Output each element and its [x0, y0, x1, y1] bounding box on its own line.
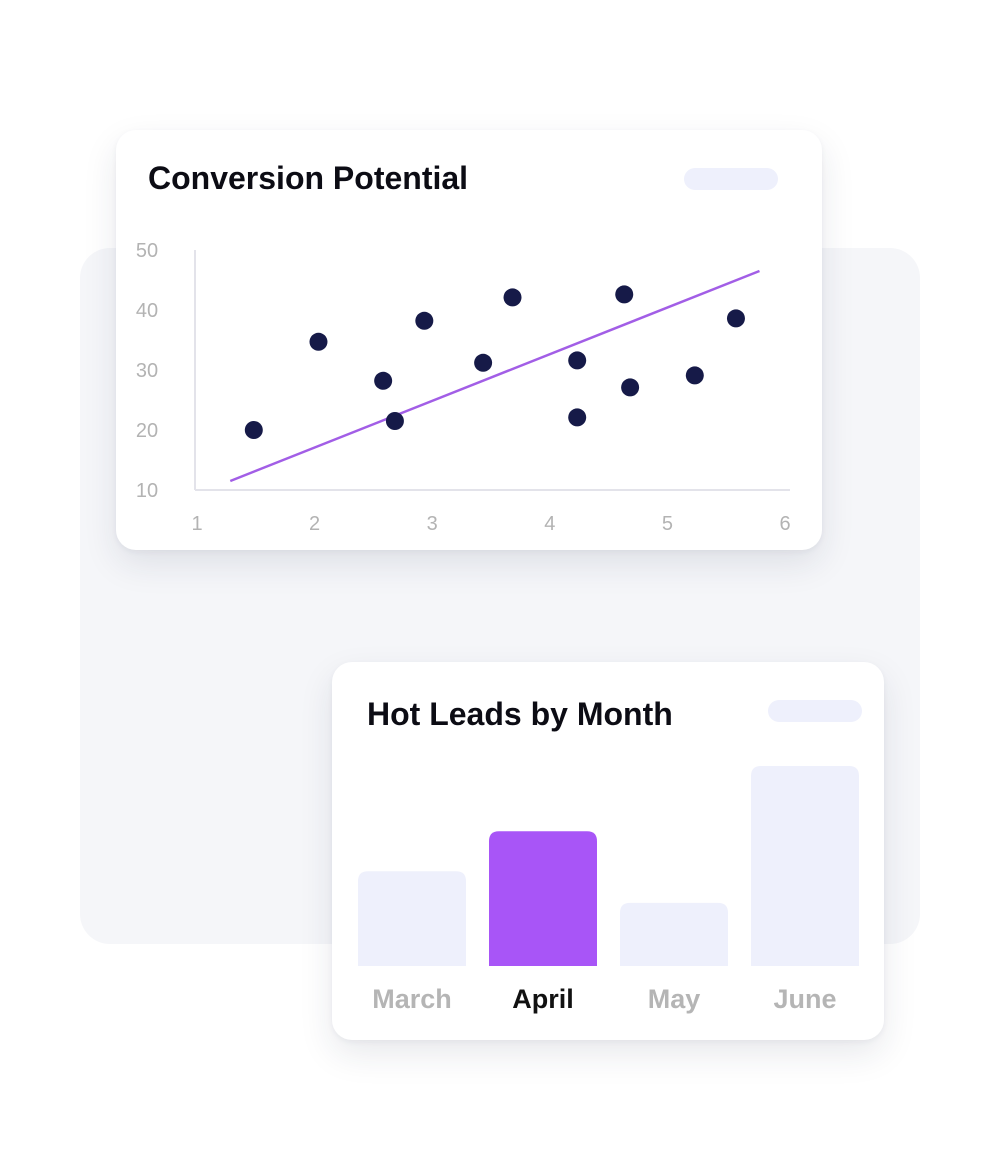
x-tick-label: 3 [427, 513, 438, 535]
month-label-may: May [648, 984, 701, 1014]
scatter-point [726, 309, 745, 328]
bar-april[interactable] [489, 831, 597, 966]
conversion-potential-card: Conversion Potential 10 20 30 40 50 1 2 3 4 5 6 [116, 130, 822, 550]
bar-may[interactable] [620, 902, 728, 966]
y-tick-label: 40 [136, 300, 158, 322]
scatter-point [309, 332, 328, 351]
x-tick-label: 6 [779, 513, 790, 535]
y-tick-label: 20 [136, 420, 158, 442]
month-label-march: March [372, 984, 452, 1014]
x-tick-label: 2 [309, 513, 320, 535]
conversion-potential-title: Conversion Potential [148, 160, 469, 196]
scatter-point [244, 421, 263, 439]
x-tick-label: 4 [544, 513, 555, 535]
scatter-point [615, 285, 634, 304]
scatter-plot: 10 20 30 40 50 1 2 3 4 5 6 [136, 240, 791, 535]
scatter-point [385, 412, 404, 430]
trend-line [229, 269, 760, 483]
month-label-april: April [512, 984, 574, 1014]
scatter-point [474, 353, 493, 372]
scatter-point [415, 311, 434, 330]
bar-chart: March April May June [358, 766, 859, 1014]
scatter-filter-pill[interactable] [684, 168, 778, 190]
y-tick-label: 30 [136, 360, 158, 382]
bar-june[interactable] [751, 766, 859, 966]
scatter-point [568, 408, 587, 427]
scatter-point [503, 288, 522, 307]
scatter-point [568, 351, 587, 370]
hot-leads-card: Hot Leads by Month March April May June [332, 662, 884, 1040]
x-tick-label: 5 [662, 513, 673, 535]
scatter-point [374, 371, 393, 390]
month-label-june: June [773, 984, 836, 1014]
hot-leads-title: Hot Leads by Month [367, 696, 673, 732]
x-tick-label: 1 [191, 513, 202, 535]
y-tick-label: 10 [136, 480, 158, 502]
scatter-point [621, 378, 640, 397]
bar-march[interactable] [358, 871, 466, 966]
y-tick-label: 50 [136, 240, 158, 262]
bars-filter-pill[interactable] [768, 700, 862, 722]
scatter-point [685, 366, 704, 385]
